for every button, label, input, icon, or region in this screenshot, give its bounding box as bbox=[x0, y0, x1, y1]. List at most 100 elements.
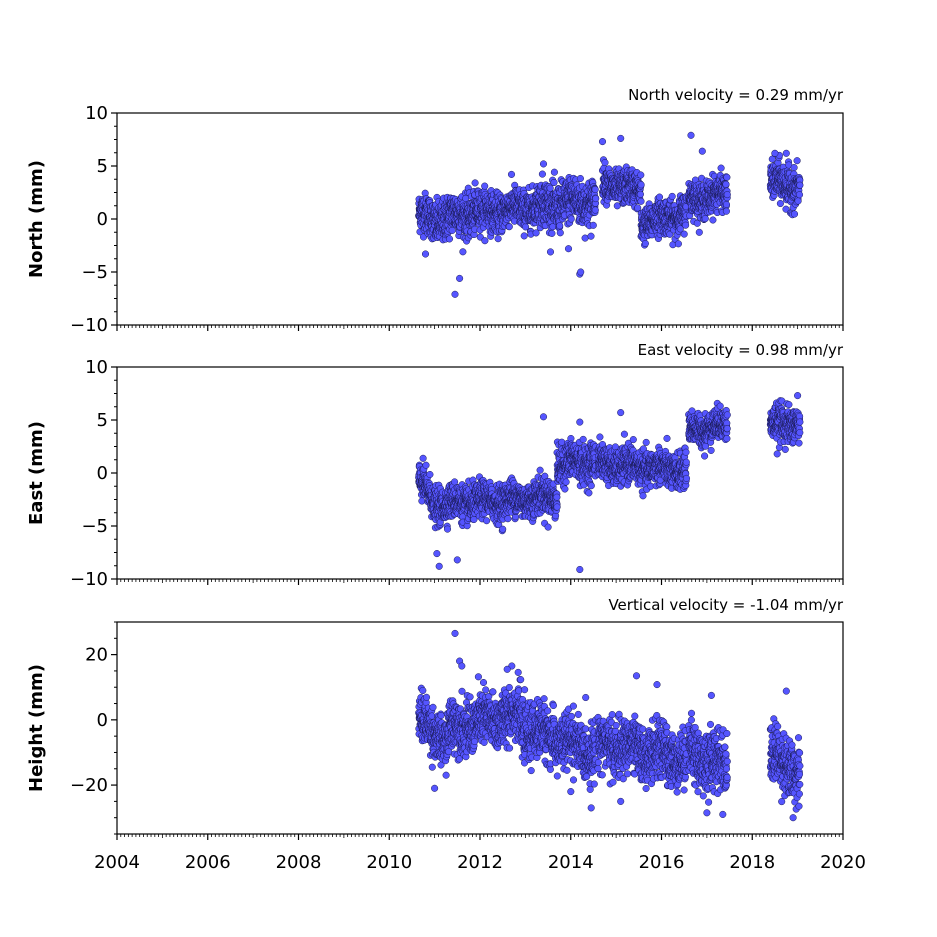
north-data-point bbox=[722, 180, 730, 188]
north-data-point bbox=[723, 191, 731, 199]
north-data-point bbox=[634, 204, 642, 212]
north-data-point bbox=[556, 229, 564, 237]
east-y-tick-label: 5 bbox=[97, 410, 108, 431]
north-data-point bbox=[546, 248, 555, 256]
east-axis-label: East (mm) bbox=[26, 421, 47, 525]
north-data-point bbox=[548, 229, 556, 237]
north-y-tick-label: 0 bbox=[97, 209, 108, 230]
east-data-point bbox=[561, 485, 569, 493]
north-data-point bbox=[591, 206, 599, 214]
north-data-point bbox=[637, 171, 645, 179]
north-data-point bbox=[601, 159, 609, 167]
north-data-point bbox=[550, 168, 558, 176]
north-data-point bbox=[793, 157, 801, 165]
east-data-point bbox=[579, 435, 587, 443]
north-y-tick-label: −5 bbox=[81, 262, 108, 283]
north-y-tick-label: 5 bbox=[97, 156, 108, 177]
east-velocity-title: East velocity = 0.98 mm/yr bbox=[638, 341, 844, 359]
north-y-tick-label: 10 bbox=[85, 103, 108, 124]
north-y-ticks: 10 5 0 −5 −10 bbox=[70, 103, 117, 336]
east-data-point bbox=[562, 478, 570, 486]
east-y-tick-label: −10 bbox=[70, 569, 108, 590]
north-outlier-point bbox=[456, 274, 464, 282]
north-data-point bbox=[723, 173, 731, 181]
north-data-point bbox=[481, 237, 489, 245]
north-panel: North velocity = 0.29 mm/yr North (mm) 1… bbox=[26, 86, 844, 336]
north-axis-label: North (mm) bbox=[26, 160, 47, 278]
north-outlier-point bbox=[451, 290, 459, 298]
north-data-point bbox=[682, 221, 690, 229]
north-data-point bbox=[701, 215, 709, 223]
north-data-point bbox=[637, 181, 645, 189]
north-data-point bbox=[680, 230, 688, 238]
north-data-point bbox=[695, 228, 703, 236]
east-data-point bbox=[504, 515, 512, 523]
north-data-point bbox=[722, 200, 731, 209]
north-data-point bbox=[796, 181, 804, 189]
north-data-point bbox=[636, 190, 644, 198]
north-outlier-point bbox=[564, 245, 573, 253]
east-data-point bbox=[536, 466, 544, 474]
north-data-point bbox=[520, 232, 528, 240]
north-data-point bbox=[576, 174, 584, 183]
north-data-point bbox=[507, 170, 516, 178]
north-data-point bbox=[556, 222, 564, 230]
north-outlier-point bbox=[539, 160, 548, 168]
north-data-point bbox=[717, 164, 725, 172]
north-outlier-point bbox=[598, 138, 607, 146]
north-outlier-point bbox=[771, 149, 779, 157]
north-outlier-point bbox=[617, 134, 625, 142]
north-data-point bbox=[790, 164, 798, 172]
north-data-point bbox=[637, 197, 645, 205]
north-data-points bbox=[415, 131, 804, 298]
east-data-point bbox=[553, 503, 561, 511]
north-data-point bbox=[538, 170, 546, 178]
east-data-point bbox=[620, 430, 628, 438]
north-data-point bbox=[494, 235, 502, 243]
north-data-point bbox=[589, 221, 597, 229]
north-outlier-point bbox=[577, 268, 585, 276]
north-data-point bbox=[546, 184, 554, 192]
north-data-point bbox=[471, 179, 479, 187]
north-data-point bbox=[591, 185, 599, 194]
north-data-point bbox=[668, 192, 676, 200]
north-y-tick-label: −10 bbox=[70, 315, 108, 336]
north-data-point bbox=[459, 248, 467, 256]
north-data-point bbox=[581, 234, 589, 242]
east-data-point bbox=[639, 492, 647, 500]
east-data-point bbox=[418, 497, 426, 505]
east-data-point bbox=[483, 517, 491, 525]
north-data-point bbox=[448, 226, 456, 234]
north-data-point bbox=[587, 232, 595, 240]
east-y-tick-label: 0 bbox=[97, 463, 108, 484]
north-outlier-point bbox=[698, 147, 706, 155]
north-data-point bbox=[641, 239, 649, 248]
north-data-point bbox=[794, 197, 802, 205]
north-outlier-point bbox=[782, 149, 790, 157]
east-data-point bbox=[426, 470, 434, 479]
east-data-point bbox=[642, 438, 650, 446]
north-velocity-title: North velocity = 0.29 mm/yr bbox=[628, 86, 844, 104]
north-data-point bbox=[790, 210, 799, 218]
north-data-point bbox=[709, 216, 717, 224]
east-y-tick-label: 10 bbox=[85, 357, 108, 378]
east-data-point bbox=[419, 454, 427, 462]
east-data-point bbox=[585, 489, 593, 497]
north-data-point bbox=[445, 235, 454, 243]
north-data-point bbox=[592, 195, 600, 203]
north-data-point bbox=[567, 215, 575, 223]
north-data-point bbox=[655, 193, 664, 201]
north-data-point bbox=[795, 191, 804, 199]
east-data-point bbox=[422, 461, 430, 469]
north-data-point bbox=[481, 182, 489, 190]
north-data-point bbox=[550, 178, 558, 187]
east-data-point bbox=[553, 493, 561, 501]
east-data-point bbox=[587, 482, 595, 490]
east-y-tick-label: −5 bbox=[81, 516, 108, 537]
north-outlier-point bbox=[421, 250, 430, 258]
north-data-point bbox=[776, 199, 784, 208]
north-data-point bbox=[722, 207, 730, 215]
east-data-point bbox=[443, 525, 452, 533]
north-outlier-point bbox=[687, 131, 695, 139]
